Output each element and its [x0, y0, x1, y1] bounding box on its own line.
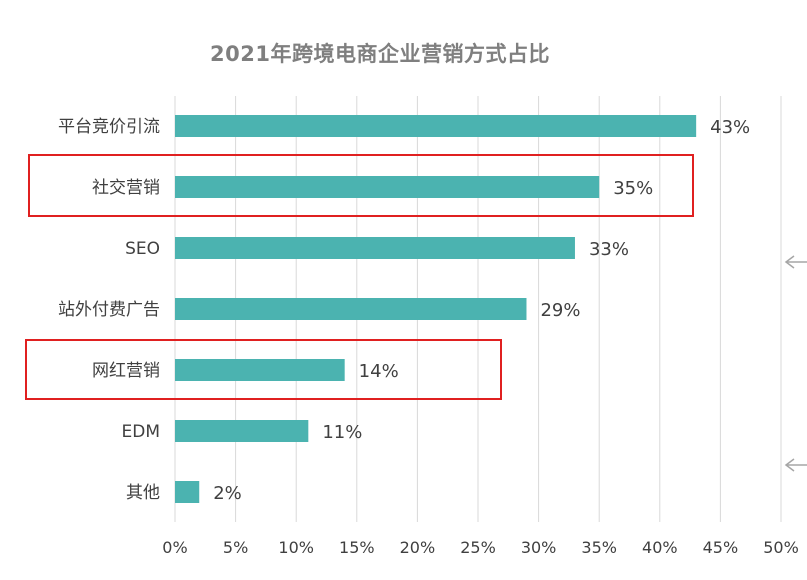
- bar: [175, 359, 345, 381]
- data-label: 11%: [322, 422, 362, 443]
- category-label: SEO: [125, 239, 160, 259]
- left-arrow-icon: [784, 458, 807, 472]
- x-tick-label: 20%: [400, 538, 436, 557]
- category-label: EDM: [122, 422, 161, 442]
- category-label: 平台竞价引流: [58, 117, 160, 137]
- data-label: 33%: [589, 239, 629, 260]
- bar: [175, 176, 600, 198]
- x-tick-label: 30%: [521, 538, 557, 557]
- x-tick-label: 35%: [581, 538, 617, 557]
- left-arrow-icon: [784, 255, 807, 269]
- data-label: 14%: [359, 361, 399, 382]
- x-tick-label: 40%: [642, 538, 678, 557]
- data-label: 29%: [540, 300, 580, 321]
- x-tick-label: 15%: [339, 538, 375, 557]
- x-tick-label: 0%: [162, 538, 187, 557]
- x-tick-label: 50%: [763, 538, 799, 557]
- x-tick-label: 25%: [460, 538, 496, 557]
- bar: [175, 237, 575, 259]
- x-tick-label: 10%: [278, 538, 314, 557]
- x-tick-label: 45%: [703, 538, 739, 557]
- highlight-box: [25, 339, 502, 400]
- bar: [175, 115, 697, 137]
- category-label: 网红营销: [92, 361, 160, 381]
- chart-title: 2021年跨境电商企业营销方式占比: [210, 42, 550, 66]
- data-label: 35%: [613, 178, 653, 199]
- category-label: 其他: [126, 483, 160, 503]
- bar: [175, 420, 309, 442]
- data-label: 43%: [710, 117, 750, 138]
- bar: [175, 481, 200, 503]
- bar: [175, 298, 527, 320]
- category-label: 社交营销: [92, 178, 160, 198]
- category-label: 站外付费广告: [58, 300, 160, 320]
- x-tick-label: 5%: [223, 538, 248, 557]
- highlight-box: [28, 154, 694, 217]
- data-label: 2%: [213, 483, 242, 504]
